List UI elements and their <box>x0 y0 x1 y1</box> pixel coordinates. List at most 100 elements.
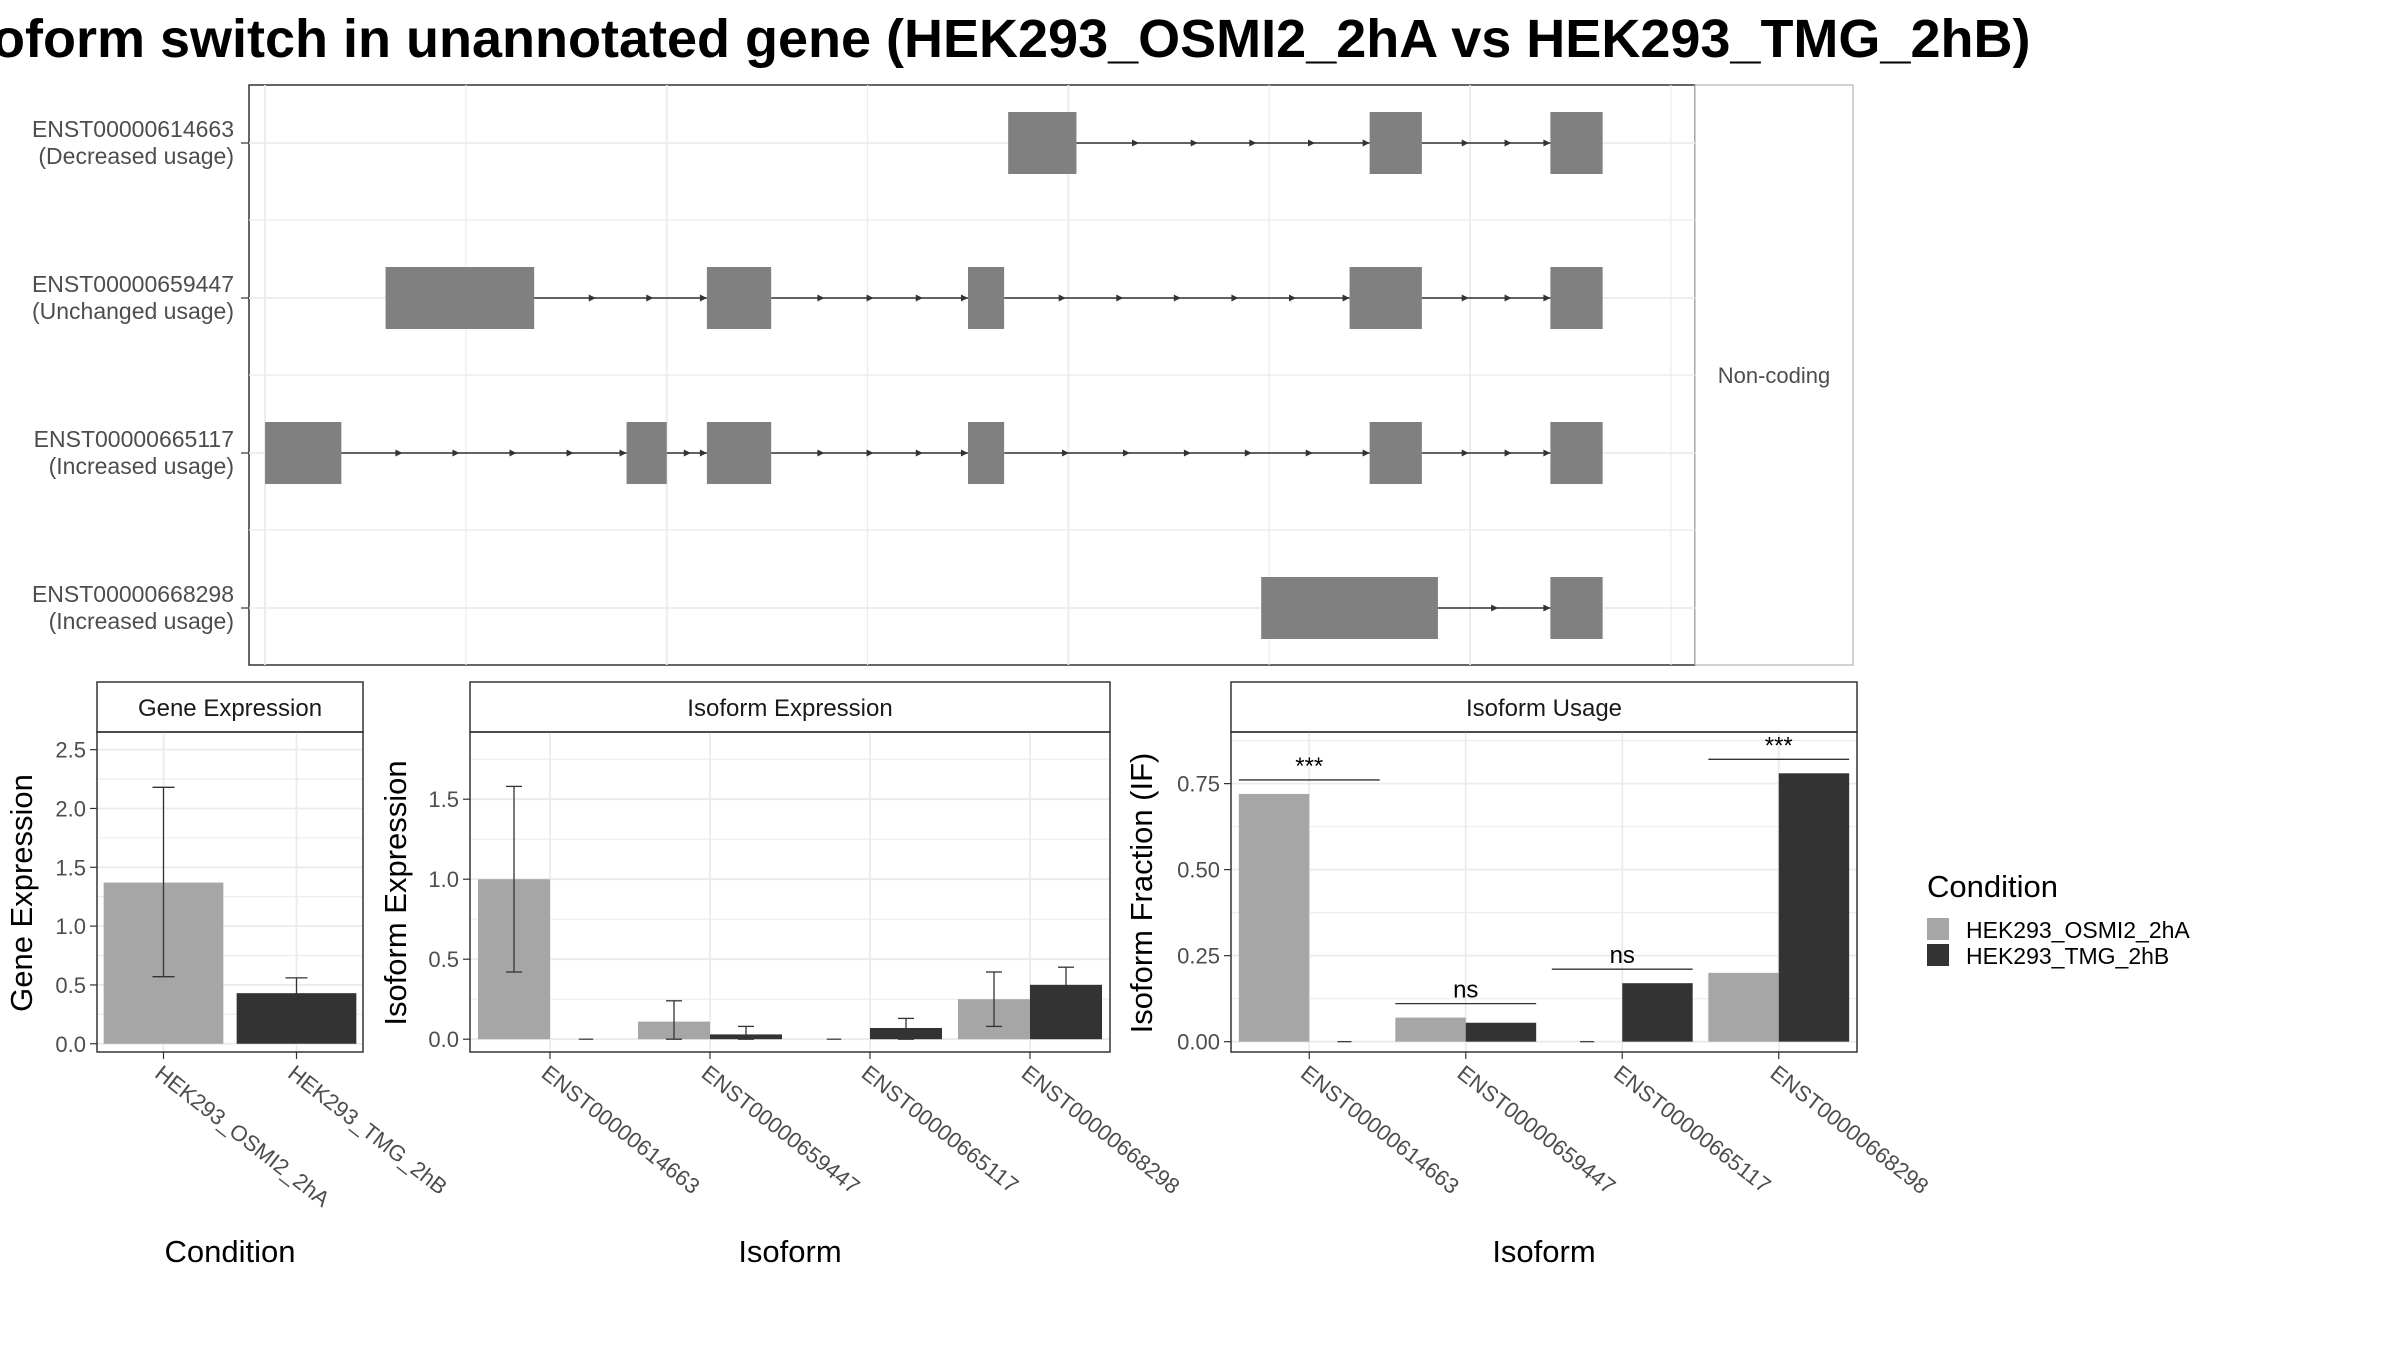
y-tick-label: 0.5 <box>428 947 459 972</box>
intron-arrow <box>1461 449 1469 457</box>
panel-frame <box>96 731 364 1053</box>
condition-legend: Condition HEK293_OSMI2_2hA HEK293_TMG_2h… <box>1927 869 2190 969</box>
intron-arrow <box>395 449 403 457</box>
intron-arrow <box>1342 294 1350 302</box>
intron-arrow <box>699 294 707 302</box>
intron-arrow <box>1183 449 1191 457</box>
x-tick-label: ENST00000659447 <box>697 1060 865 1199</box>
x-tick-label: ENST00000665117 <box>857 1060 1023 1198</box>
exon-block <box>706 267 772 329</box>
usage-label: (Increased usage) <box>49 608 234 634</box>
intron-arrow <box>509 449 517 457</box>
y-tick-label: 0.5 <box>55 973 86 998</box>
gene-expression-strip-label: Gene Expression <box>138 695 322 722</box>
bar <box>1778 773 1850 1042</box>
y-tick-label: 0.0 <box>428 1027 459 1052</box>
intron-arrow <box>1305 449 1313 457</box>
intron-arrow <box>1543 294 1551 302</box>
significance-label: *** <box>1295 753 1323 780</box>
y-tick-label: 1.0 <box>428 867 459 892</box>
exon-block <box>626 422 667 484</box>
usage-label: (Increased usage) <box>49 453 234 479</box>
usage-label: (Decreased usage) <box>38 143 234 169</box>
intron-arrow <box>817 449 825 457</box>
legend-swatch-condition-a <box>1927 918 1949 940</box>
legend-title: Condition <box>1927 869 2058 904</box>
isoform-label: ENST00000614663 <box>32 116 234 142</box>
intron-arrow <box>1062 449 1070 457</box>
intron-arrow <box>1288 294 1296 302</box>
isoform-usage-panel: Isoform Usage 0.00 0.25 0.50 0.75 ENST000006… <box>1124 681 1933 1269</box>
exon-block <box>1261 577 1438 639</box>
y-tick-label: 1.5 <box>428 787 459 812</box>
intron-arrow <box>915 449 923 457</box>
legend-label-condition-b: HEK293_TMG_2hB <box>1966 943 2169 969</box>
exon-block <box>967 422 1005 484</box>
legend-swatch-condition-b <box>1927 944 1949 966</box>
y-tick-label: 0.00 <box>1177 1030 1220 1055</box>
gene-structure-panel: Non-coding ENST00000614663(Decreased usa… <box>32 84 1854 666</box>
intron-arrow <box>619 449 627 457</box>
intron-arrow <box>1461 139 1469 147</box>
isoform-expression-strip-label: Isoform Expression <box>687 695 892 722</box>
intron-arrow <box>1491 604 1499 612</box>
y-tick-label: 2.0 <box>55 796 86 821</box>
intron-arrow <box>1543 139 1551 147</box>
intron-arrow <box>452 449 460 457</box>
intron-arrow <box>1122 449 1130 457</box>
plot-title: oform switch in unannotated gene (HEK293… <box>0 9 2030 69</box>
exon-block <box>385 267 535 329</box>
intron-arrow <box>1362 139 1370 147</box>
intron-arrow <box>1173 294 1181 302</box>
y-tick-label: 1.5 <box>55 855 86 880</box>
x-tick-label: ENST00000665117 <box>1609 1060 1775 1198</box>
exon-block <box>1369 112 1422 174</box>
exon-block <box>706 422 772 484</box>
gene-expression-y-title: Gene Expression <box>4 774 39 1012</box>
bar <box>1395 1017 1466 1042</box>
legend-label-condition-a: HEK293_OSMI2_2hA <box>1966 917 2190 943</box>
isoform-label: ENST00000659447 <box>32 271 234 297</box>
intron-arrow <box>915 294 923 302</box>
intron-arrow <box>1504 449 1512 457</box>
gene-expression-x-title: Condition <box>165 1234 296 1269</box>
intron-arrow <box>960 294 968 302</box>
intron-arrow <box>588 294 596 302</box>
intron-arrow <box>1543 449 1551 457</box>
isoform-usage-strip <box>1230 681 1858 733</box>
isoform-expression-strip <box>469 681 1111 733</box>
intron-arrow <box>683 449 691 457</box>
y-tick-label: 2.5 <box>55 738 86 763</box>
bar <box>1465 1022 1537 1042</box>
significance-label: *** <box>1765 732 1793 759</box>
exon-block <box>1550 112 1603 174</box>
intron-arrow <box>1231 294 1239 302</box>
y-tick-label: 0.75 <box>1177 772 1220 797</box>
exon-block <box>1008 112 1077 174</box>
y-tick-label: 0.0 <box>55 1032 86 1057</box>
usage-label: (Unchanged usage) <box>32 298 234 324</box>
intron-arrow <box>699 449 707 457</box>
exon-block <box>1550 422 1603 484</box>
facet-label-noncoding: Non-coding <box>1718 363 1831 388</box>
isoform-label: ENST00000668298 <box>32 581 234 607</box>
y-tick-label: 0.25 <box>1177 944 1220 969</box>
significance-label: ns <box>1610 942 1635 969</box>
x-tick-label: ENST00000614663 <box>537 1060 705 1199</box>
bar <box>1238 793 1310 1042</box>
intron-arrow <box>566 449 574 457</box>
isoform-expression-content: 0.0 0.5 1.0 1.5 ENST00000614663ENST000006594… <box>428 731 1185 1199</box>
intron-arrow <box>1504 294 1512 302</box>
y-tick-label: 1.0 <box>55 914 86 939</box>
bar <box>1708 972 1779 1042</box>
isoform-expression-y-title: Isoform Expression <box>378 760 413 1025</box>
intron-arrow <box>1249 139 1257 147</box>
intron-arrow <box>1190 139 1198 147</box>
isoform-usage-content: 0.000.250.500.75ENST00000614663ENST00000… <box>1177 731 1933 1199</box>
intron-arrow <box>1132 139 1140 147</box>
intron-arrow <box>817 294 825 302</box>
panel-frame <box>1230 731 1858 1053</box>
intron-arrow <box>1244 449 1252 457</box>
isoform-usage-strip-label: Isoform Usage <box>1466 695 1622 722</box>
